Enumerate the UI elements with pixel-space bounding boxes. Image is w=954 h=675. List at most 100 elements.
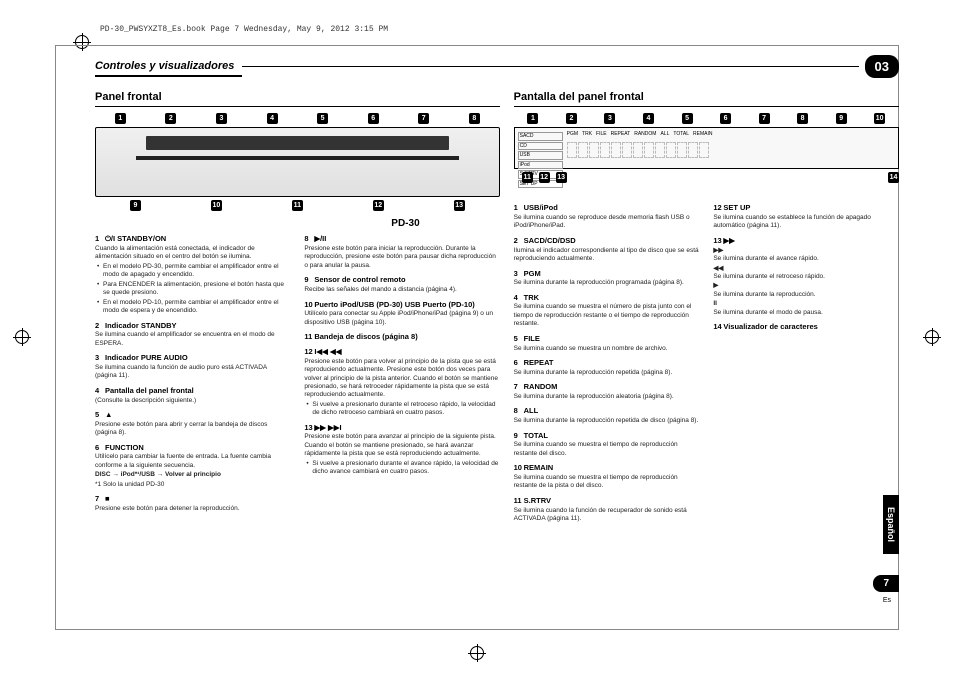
item-desc: Se ilumina durante la reproducción repet… (514, 369, 700, 377)
callout-10: 10 (211, 200, 222, 211)
item-4: 4Pantalla del panel frontal(Consulte la … (95, 386, 290, 405)
disp-indicator: iPod (518, 161, 563, 170)
item-11: 11Bandeja de discos (página 8) (304, 332, 499, 342)
item-title: 6REPEAT (514, 358, 700, 368)
callout-1: 1 (115, 113, 126, 124)
callout-5: 5 (682, 113, 693, 124)
chapter-number: 03 (865, 55, 899, 78)
item-desc: Se ilumina cuando se establece la funció… (713, 214, 899, 231)
item-desc: Se ilumina cuando la función de audio pu… (95, 364, 290, 381)
item-title: 2SACD/CD/DSD (514, 236, 700, 246)
disp-indicator: ALL (660, 131, 669, 138)
callout-13: 13 (454, 200, 465, 211)
page-meta: PD-30_PWSYXZT8_Es.book Page 7 Wednesday,… (100, 25, 388, 34)
callout-13: 13 (556, 172, 567, 183)
item-title: 14Visualizador de caracteres (713, 322, 899, 332)
item-1: 1⏻/I STANDBY/ONCuando la alimentación es… (95, 234, 290, 315)
callout-8: 8 (797, 113, 808, 124)
item-sub: IISe ilumina durante el modo de pausa. (713, 300, 899, 317)
item-title: 6FUNCTION (95, 443, 290, 453)
item-title: 10Puerto iPod/USB (PD-30) USB Puerto (PD… (304, 300, 499, 310)
item-13: 13▶▶ ▶▶IPresione este botón para avanzar… (304, 423, 499, 477)
item-6: 6REPEATSe ilumina durante la reproducció… (514, 358, 700, 377)
registration-mark (925, 330, 939, 344)
callout-2: 2 (165, 113, 176, 124)
item-desc: Presione este botón para abrir y cerrar … (95, 421, 290, 438)
item-extra: DISC → iPod*¹/USB → Volver al principio (95, 471, 290, 479)
item-title: 4Pantalla del panel frontal (95, 386, 290, 396)
item-9: 9TOTALSe ilumina cuando se muestra el ti… (514, 431, 700, 459)
panel-frontal-heading: Panel frontal (95, 90, 500, 107)
callout-11: 11 (522, 172, 533, 183)
callout-12: 12 (373, 200, 384, 211)
item-title: 12SET UP (713, 203, 899, 213)
item-3: 3Indicador PURE AUDIOSe ilumina cuando l… (95, 353, 290, 381)
item-8: 8ALLSe ilumina durante la reproducción r… (514, 406, 700, 425)
registration-mark (470, 646, 484, 660)
item-7: 7RANDOMSe ilumina durante la reproducció… (514, 382, 700, 401)
callout-4: 4 (267, 113, 278, 124)
callout-8: 8 (469, 113, 480, 124)
item-2: 2Indicador STANDBYSe ilumina cuando el a… (95, 321, 290, 349)
section-header: Controles y visualizadores 03 (95, 55, 899, 78)
item-5: 5FILESe ilumina cuando se muestra un nom… (514, 334, 700, 353)
item-desc: Se ilumina cuando se muestra un nombre d… (514, 345, 700, 353)
item-title: 5FILE (514, 334, 700, 344)
item-title: 13▶▶ (713, 236, 899, 246)
item-title: 9TOTAL (514, 431, 700, 441)
item-desc: (Consulte la descripción siguiente.) (95, 397, 290, 405)
callout-11: 11 (292, 200, 303, 211)
item-6: 6FUNCTIONUtilícelo para cambiar la fuent… (95, 443, 290, 490)
disp-indicator: PGM (567, 131, 578, 138)
item-sub: ▶Se ilumina durante la reproducción. (713, 282, 899, 299)
item-7: 7■Presione este botón para detener la re… (95, 494, 290, 513)
item-title: 5▲ (95, 410, 290, 420)
item-13: 13▶▶▶▶Se ilumina durante el avance rápid… (713, 236, 899, 317)
item-3: 3PGMSe ilumina durante la reproducción p… (514, 269, 700, 288)
item-title: 2Indicador STANDBY (95, 321, 290, 331)
item-desc: Se ilumina cuando se muestra el tiempo d… (514, 474, 700, 491)
item-desc: Recibe las señales del mando a distancia… (304, 286, 499, 294)
item-title: 1USB/iPod (514, 203, 700, 213)
item-bullet: Si vuelve a presionarlo durante el avanc… (304, 460, 499, 477)
item-desc: Cuando la alimentación está conectada, e… (95, 245, 290, 262)
item-title: 11Bandeja de discos (página 8) (304, 332, 499, 342)
item-desc: Ilumina el indicador correspondiente al … (514, 247, 700, 264)
item-desc: Se ilumina cuando el amplificador se enc… (95, 331, 290, 348)
callout-5: 5 (317, 113, 328, 124)
front-panel-diagram: 12345678 PD-30 910111213 (95, 113, 500, 228)
item-9: 9Sensor de control remotoRecibe las seña… (304, 275, 499, 294)
item-title: 9Sensor de control remoto (304, 275, 499, 285)
item-title: 7RANDOM (514, 382, 700, 392)
item-desc: Presione este botón para iniciar la repr… (304, 245, 499, 270)
item-10: 10Puerto iPod/USB (PD-30) USB Puerto (PD… (304, 300, 499, 328)
disp-indicator: CD (518, 142, 563, 151)
display-panel-heading: Pantalla del panel frontal (514, 90, 899, 107)
item-8: 8▶/IIPresione este botón para iniciar la… (304, 234, 499, 270)
item-1: 1USB/iPodSe ilumina cuando se reproduce … (514, 203, 700, 231)
disp-indicator: REPEAT (611, 131, 631, 138)
section-rule (242, 66, 858, 67)
callout-10: 10 (874, 113, 885, 124)
item-title: 3PGM (514, 269, 700, 279)
callout-1: 1 (527, 113, 538, 124)
item-2: 2SACD/CD/DSDIlumina el indicador corresp… (514, 236, 700, 264)
item-sub: ◀◀Se ilumina durante el retroceso rápido… (713, 265, 899, 282)
callout-2: 2 (566, 113, 577, 124)
page-lang-short: Es (883, 597, 891, 604)
callout-9: 9 (836, 113, 847, 124)
item-desc: Presione este botón para avanzar al prin… (304, 433, 499, 458)
disp-indicator: FILE (596, 131, 607, 138)
registration-mark (15, 330, 29, 344)
disp-indicator: TOTAL (673, 131, 689, 138)
callout-3: 3 (216, 113, 227, 124)
item-desc: Se ilumina durante la reproducción aleat… (514, 393, 700, 401)
callout-6: 6 (368, 113, 379, 124)
section-title: Controles y visualizadores (95, 57, 242, 77)
disp-indicator: REMAIN (693, 131, 712, 138)
disp-indicator: USB (518, 151, 563, 160)
callout-12: 12 (539, 172, 550, 183)
item-title: 11S.RTRV (514, 496, 700, 506)
language-tab: Español (883, 495, 899, 554)
disp-indicator: SACD (518, 132, 563, 141)
